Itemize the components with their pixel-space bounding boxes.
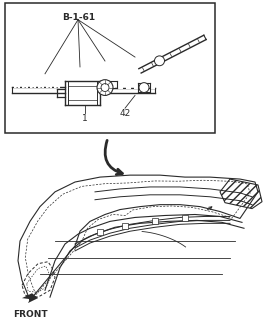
- Bar: [152, 219, 158, 224]
- Bar: [122, 223, 128, 229]
- Text: 1: 1: [82, 114, 88, 123]
- Text: FRONT: FRONT: [13, 310, 48, 319]
- Circle shape: [155, 56, 164, 66]
- Bar: [97, 229, 103, 235]
- Text: B-1-61: B-1-61: [62, 13, 95, 22]
- Polygon shape: [22, 293, 38, 303]
- Bar: [182, 215, 188, 221]
- Circle shape: [139, 83, 149, 92]
- Bar: [5, 3, 215, 133]
- Circle shape: [97, 80, 113, 95]
- Circle shape: [101, 84, 109, 92]
- Text: 42: 42: [119, 109, 131, 118]
